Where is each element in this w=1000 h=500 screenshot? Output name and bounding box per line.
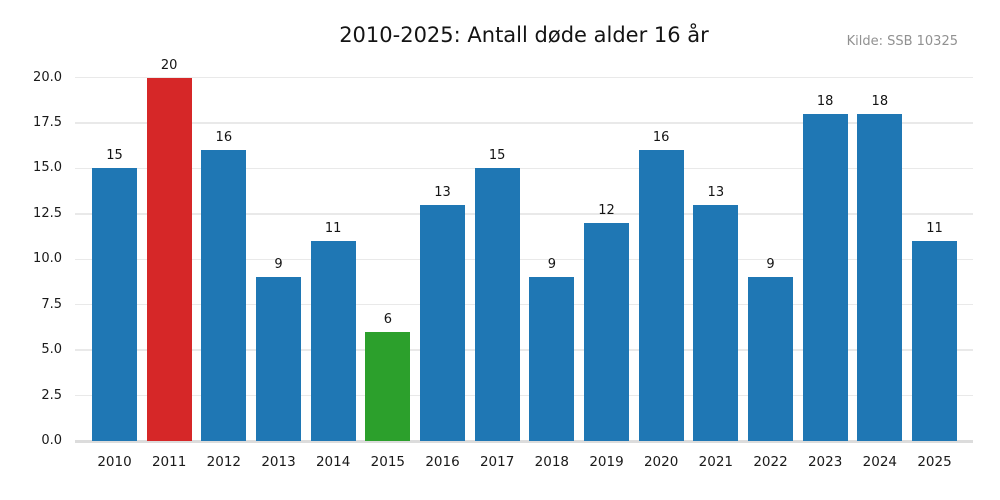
bar-value-label: 6 xyxy=(383,311,392,327)
bar-2024 xyxy=(857,113,903,441)
bar-2019 xyxy=(584,222,629,441)
bar-2022 xyxy=(748,277,793,441)
bar-value-label: 16 xyxy=(652,130,670,146)
y-tick-label: 0.0 xyxy=(41,433,62,448)
x-tick-label: 2023 xyxy=(807,454,843,470)
bar-value-label: 18 xyxy=(871,93,889,109)
bar-value-label: 16 xyxy=(215,130,233,146)
y-tick-label: 7.5 xyxy=(41,296,62,312)
x-tick-label: 2020 xyxy=(643,454,679,470)
x-tick-label: 2010 xyxy=(97,454,132,470)
gridline xyxy=(75,76,973,79)
y-tick-label: 17.5 xyxy=(33,114,62,130)
y-tick-label: 12.5 xyxy=(33,205,62,221)
x-axis-baseline xyxy=(75,440,973,443)
bar-2014 xyxy=(310,241,356,441)
bar-2016 xyxy=(420,204,465,441)
bar-2020 xyxy=(638,150,684,441)
bar-2015 xyxy=(365,331,411,441)
bar-2023 xyxy=(802,113,848,441)
x-tick-label: 2015 xyxy=(370,454,405,470)
bar-2017 xyxy=(474,168,520,441)
x-tick-label: 2019 xyxy=(589,454,624,470)
gridline xyxy=(75,258,973,260)
bar-2025 xyxy=(912,241,957,441)
bar-2021 xyxy=(693,204,739,441)
gridline xyxy=(75,394,973,397)
bar-value-label: 11 xyxy=(324,221,342,237)
x-tick-label: 2017 xyxy=(479,454,515,470)
bar-value-label: 9 xyxy=(766,257,775,273)
x-tick-label: 2011 xyxy=(151,454,187,470)
bar-value-label: 15 xyxy=(106,148,123,164)
bar-2012 xyxy=(201,150,247,441)
bar-value-label: 12 xyxy=(598,202,615,218)
x-tick-label: 2012 xyxy=(206,454,241,470)
chart-title: 2010-2025: Antall døde alder 16 år xyxy=(339,23,709,47)
bar-2013 xyxy=(256,277,301,441)
bar-value-label: 13 xyxy=(434,184,451,200)
gridline xyxy=(75,167,973,170)
gridline xyxy=(75,349,973,351)
x-tick-label: 2021 xyxy=(698,454,733,470)
bar-value-label: 20 xyxy=(160,57,178,73)
x-tick-label: 2016 xyxy=(425,454,460,470)
bar-2011 xyxy=(146,77,192,441)
x-tick-label: 2025 xyxy=(917,454,952,470)
bar-value-label: 15 xyxy=(488,148,506,164)
bar-value-label: 13 xyxy=(707,184,725,200)
chart-source-label: Kilde: SSB 10325 xyxy=(846,34,958,49)
x-tick-label: 2013 xyxy=(261,454,296,470)
x-tick-label: 2024 xyxy=(862,454,897,470)
y-tick-label: 10.0 xyxy=(33,251,62,267)
bar-value-label: 9 xyxy=(547,257,556,273)
x-tick-label: 2022 xyxy=(753,454,788,470)
bar-2010 xyxy=(92,168,137,441)
y-tick-label: 5.0 xyxy=(41,342,62,358)
x-tick-label: 2014 xyxy=(315,454,351,470)
bar-value-label: 18 xyxy=(816,93,834,109)
gridline xyxy=(75,213,973,215)
y-tick-label: 20.0 xyxy=(33,69,62,85)
y-tick-label: 2.5 xyxy=(41,387,62,403)
bar-value-label: 11 xyxy=(926,221,943,237)
bar-value-label: 9 xyxy=(274,257,283,273)
bar-2018 xyxy=(529,277,575,441)
y-tick-label: 15.0 xyxy=(33,160,62,176)
gridline xyxy=(75,303,973,306)
gridline xyxy=(75,122,973,124)
x-tick-label: 2018 xyxy=(534,454,569,470)
